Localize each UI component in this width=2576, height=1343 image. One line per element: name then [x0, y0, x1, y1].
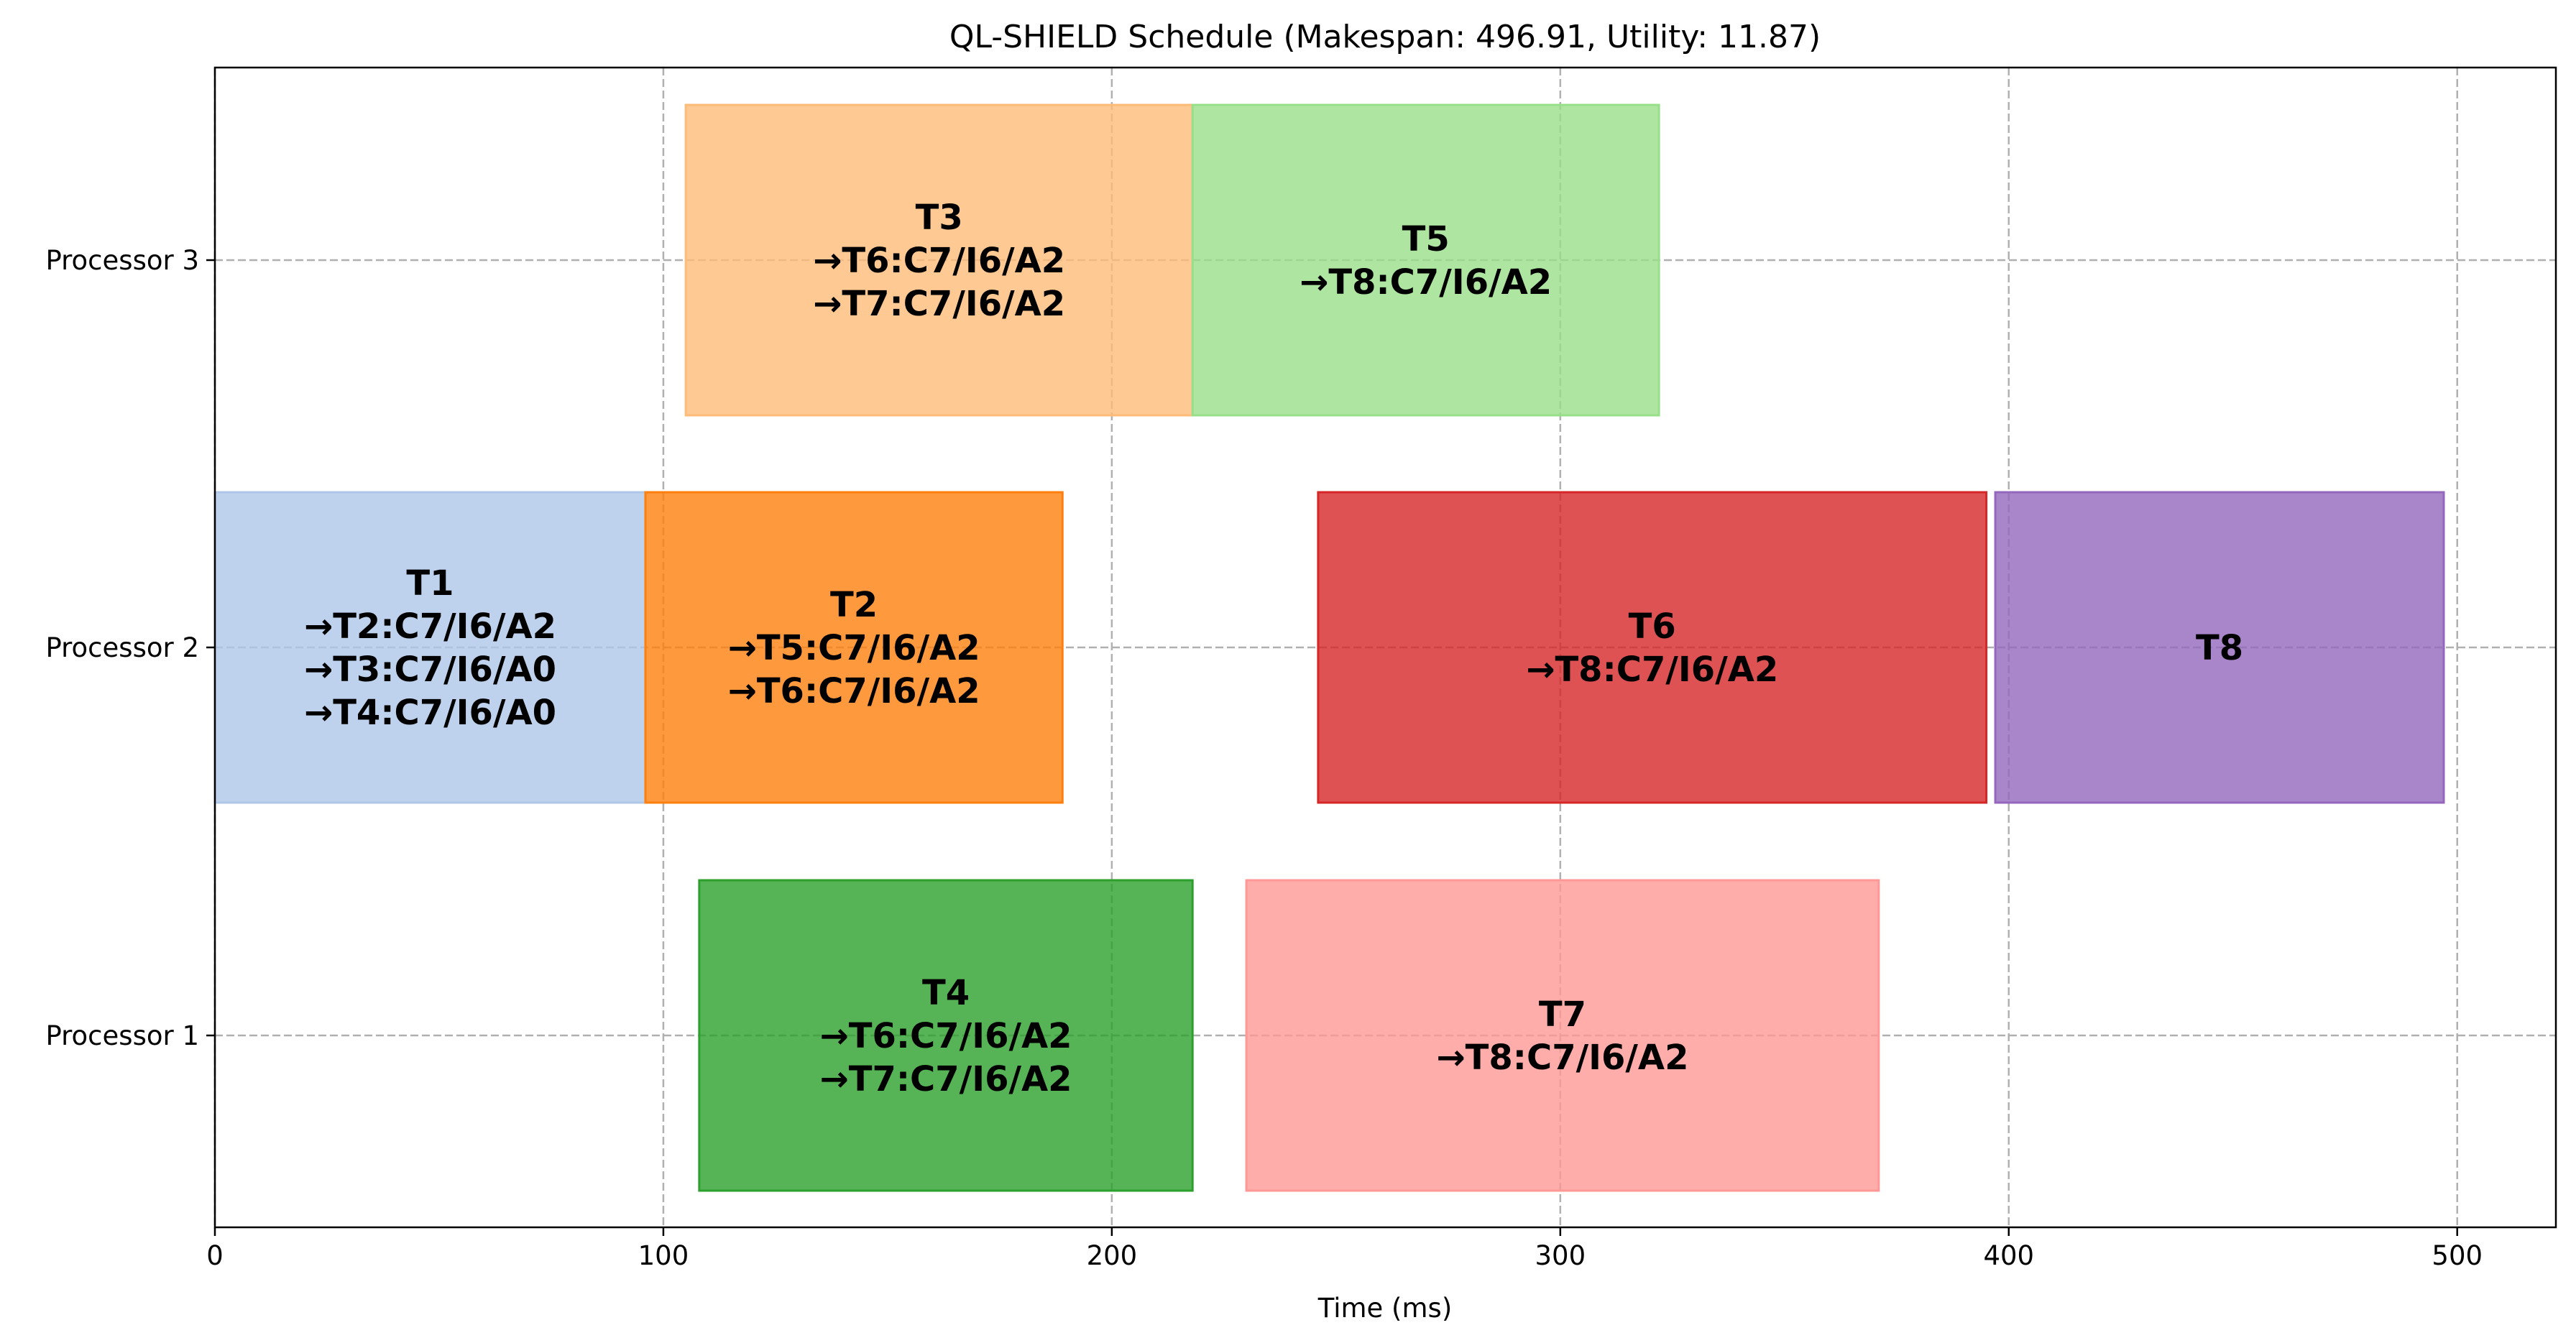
task-bar-t3 — [684, 103, 1194, 417]
task-edge-label: →T7:C7/I6/A2 — [820, 1059, 1072, 1099]
axes: 0 100 200 300 400 500 Processor 1 Processor 2 Pr… — [45, 245, 2483, 1271]
task-bars — [213, 103, 2445, 1192]
task-edge-label: →T8:C7/I6/A2 — [1436, 1038, 1688, 1078]
task-edge-label: →T2:C7/I6/A2 — [304, 606, 556, 647]
x-tick-label: 100 — [638, 1240, 689, 1271]
task-edge-label: →T3:C7/I6/A0 — [304, 650, 556, 690]
task-bar-t4 — [698, 879, 1194, 1192]
task-bar-t2 — [644, 491, 1064, 804]
task-name-label: T3 — [916, 198, 963, 238]
task-labels: T1→T2:C7/I6/A2→T3:C7/I6/A0→T4:C7/I6/A0 T2… — [304, 198, 2243, 1099]
x-tick-label: 0 — [206, 1240, 224, 1271]
x-tick-label: 500 — [2432, 1240, 2483, 1271]
y-tick-label: Processor 3 — [45, 245, 199, 276]
chart-title: QL-SHIELD Schedule (Makespan: 496.91, Ut… — [949, 19, 1821, 55]
y-tick-label: Processor 1 — [45, 1020, 199, 1051]
x-tick-label: 200 — [1087, 1240, 1138, 1271]
x-axis-label: Time (ms) — [1317, 1293, 1453, 1324]
task-name-label: T6 — [1629, 606, 1676, 647]
task-name-label: T1 — [406, 563, 454, 604]
task-name-label: T4 — [922, 973, 970, 1013]
task-edge-label: →T6:C7/I6/A2 — [728, 671, 980, 711]
x-tick-label: 300 — [1535, 1240, 1586, 1271]
task-edge-label: →T8:C7/I6/A2 — [1526, 650, 1778, 690]
task-edge-label: →T5:C7/I6/A2 — [728, 628, 980, 668]
task-bar-t6 — [1317, 491, 1988, 804]
task-bar-t1 — [213, 491, 647, 804]
task-bar-t8 — [1994, 491, 2445, 804]
plot-frame — [213, 66, 2557, 1229]
task-edge-label: →T6:C7/I6/A2 — [813, 241, 1065, 281]
task-edge-label: →T8:C7/I6/A2 — [1300, 262, 1552, 303]
task-edge-label: →T4:C7/I6/A0 — [304, 693, 556, 733]
task-edge-label: →T7:C7/I6/A2 — [813, 284, 1065, 324]
task-name-label: T7 — [1539, 994, 1586, 1035]
task-bar-t7 — [1245, 879, 1880, 1192]
y-tick-label: Processor 2 — [45, 632, 199, 663]
task-bar-t5 — [1191, 103, 1660, 417]
x-tick-label: 400 — [1983, 1240, 2034, 1271]
task-edge-label: →T6:C7/I6/A2 — [820, 1016, 1072, 1056]
task-name-label: T2 — [830, 585, 878, 625]
task-name-label: T8 — [2196, 628, 2243, 668]
task-name-label: T5 — [1402, 219, 1450, 259]
